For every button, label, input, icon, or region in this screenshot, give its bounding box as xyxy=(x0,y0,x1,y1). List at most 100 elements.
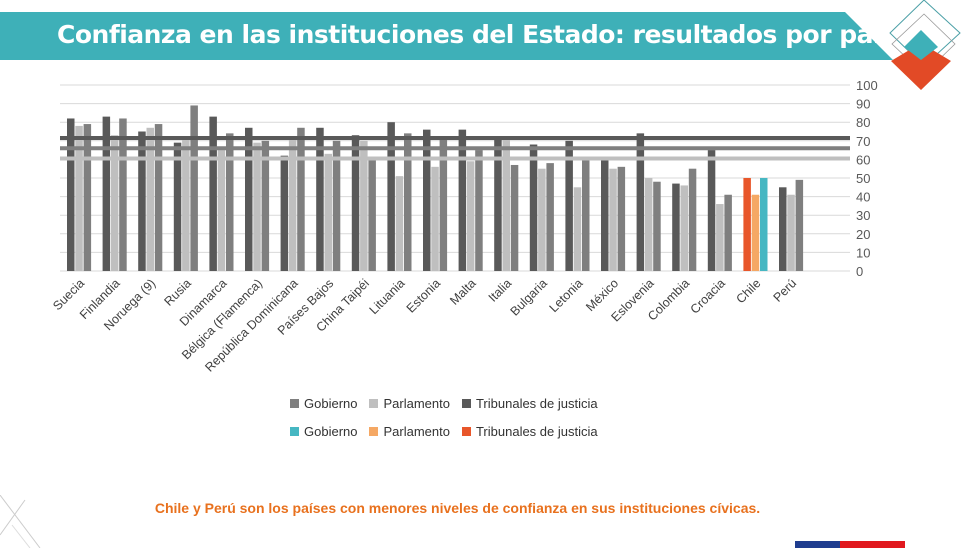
bar-tribunales-de-justicia xyxy=(102,116,111,272)
y-tick-label: 60 xyxy=(856,152,870,167)
bar-parlamento xyxy=(395,176,404,271)
bar-gobierno xyxy=(83,124,92,271)
bar-parlamento xyxy=(146,127,154,271)
legend-item: Tribunales de justicia xyxy=(461,396,598,411)
bar-tribunales-de-justicia xyxy=(636,133,645,271)
bar-gobierno xyxy=(546,163,554,271)
bar-gobierno xyxy=(332,140,341,271)
bar-parlamento xyxy=(573,187,582,271)
y-tick-label: 0 xyxy=(856,264,863,279)
bar-gobierno xyxy=(475,150,483,271)
bar-parlamento xyxy=(324,153,332,271)
bar-tribunales-de-justicia xyxy=(529,144,538,271)
bar-parlamento xyxy=(253,142,261,271)
x-tick-label: Bulgaria xyxy=(508,276,550,318)
bar-gobierno xyxy=(582,159,590,271)
legend-item: Parlamento xyxy=(369,424,450,439)
bar-gobierno xyxy=(510,164,519,271)
bar-tribunales-de-justicia xyxy=(245,127,253,271)
legend-label: Parlamento xyxy=(383,424,450,439)
bar-tribunales-de-justicia xyxy=(209,116,217,272)
y-tick-label: 50 xyxy=(856,171,870,186)
bar-gobierno xyxy=(688,168,697,271)
x-tick-label: Estonia xyxy=(404,276,443,315)
bar-parlamento xyxy=(538,168,546,271)
bar-chart: 0102030405060708090100SueciaFinlandiaNor… xyxy=(50,78,878,375)
bar-parlamento xyxy=(431,166,439,271)
bar-tribunales-de-justicia xyxy=(138,131,146,271)
title-banner xyxy=(0,12,893,60)
legend-swatch xyxy=(461,399,471,408)
bar-parlamento xyxy=(716,204,724,271)
bar-parlamento xyxy=(466,161,475,271)
legend-label: Gobierno xyxy=(304,396,358,411)
legend-row-2: Gobierno Parlamento Tribunales de justicia xyxy=(290,424,598,439)
bar-gobierno xyxy=(795,179,804,271)
y-tick-label: 70 xyxy=(856,134,870,149)
legend-label: Gobierno xyxy=(304,424,358,439)
bar-parlamento xyxy=(182,137,190,271)
bar-parlamento xyxy=(360,140,368,271)
bar-tribunales-de-justicia xyxy=(601,159,609,271)
bar-tribunales-de-justicia xyxy=(494,137,502,271)
bar-gobierno xyxy=(261,140,270,271)
bar-gobierno xyxy=(154,124,163,271)
x-tick-label: Chile xyxy=(733,276,763,306)
bar-tribunales-de-justicia xyxy=(779,187,787,271)
bar-gobierno xyxy=(226,133,234,271)
bar-tribunales-de-justicia xyxy=(707,150,716,271)
bar-parlamento xyxy=(75,125,83,271)
x-tick-label: Italia xyxy=(486,276,515,305)
legend-item: Parlamento xyxy=(369,396,450,411)
bar-parlamento xyxy=(217,150,226,271)
legend-swatch xyxy=(290,399,299,408)
y-tick-label: 10 xyxy=(856,245,870,260)
bar-tribunales-de-justicia xyxy=(351,135,360,271)
bar-parlamento xyxy=(680,185,688,271)
legend-item: Gobierno xyxy=(290,396,357,411)
bar-tribunales-de-justicia xyxy=(423,129,431,271)
legend-item: Tribunales de justicia xyxy=(461,424,598,439)
bar-parlamento xyxy=(787,194,795,271)
flag-bar xyxy=(795,541,905,548)
bar-tribunales-de-justicia xyxy=(458,129,467,271)
corner-lines-icon xyxy=(0,495,41,548)
legend-row-1: Gobierno Parlamento Tribunales de justicia xyxy=(290,396,598,411)
bar-gobierno xyxy=(617,166,626,271)
y-tick-label: 90 xyxy=(856,97,870,112)
page-title: Confianza en las instituciones del Estad… xyxy=(57,20,951,49)
bar-parlamento xyxy=(288,137,297,271)
bar-tribunales-de-justicia xyxy=(173,142,182,271)
y-tick-label: 80 xyxy=(856,115,870,130)
bar-gobierno xyxy=(439,137,448,271)
legend-item: Gobierno xyxy=(290,424,357,439)
bar-parlamento xyxy=(502,137,510,271)
bar-tribunales-de-justicia xyxy=(743,178,751,271)
y-tick-label: 20 xyxy=(856,227,870,242)
legend-swatch xyxy=(461,427,471,436)
bar-gobierno xyxy=(404,133,412,271)
y-tick-label: 30 xyxy=(856,208,870,223)
banner-shape xyxy=(0,12,893,60)
bar-tribunales-de-justicia xyxy=(280,155,289,271)
x-tick-label: Rusia xyxy=(161,276,194,309)
footnote: Chile y Perú son los países con menores … xyxy=(154,500,761,516)
legend-label: Tribunales de justicia xyxy=(475,396,598,411)
logo-diamonds-icon xyxy=(889,0,961,90)
bar-gobierno xyxy=(190,105,198,272)
x-tick-label: Perú xyxy=(771,276,800,305)
legend-swatch xyxy=(369,399,379,408)
bar-tribunales-de-justicia xyxy=(67,118,75,271)
legend-label: Tribunales de justicia xyxy=(475,424,598,439)
bar-gobierno xyxy=(724,194,732,271)
bar-parlamento xyxy=(644,178,653,271)
bar-gobierno xyxy=(760,178,768,271)
bar-gobierno xyxy=(297,127,305,271)
bar-parlamento xyxy=(110,135,119,271)
bar-tribunales-de-justicia xyxy=(672,183,680,271)
x-tick-label: Croacia xyxy=(688,276,728,316)
bar-tribunales-de-justicia xyxy=(316,127,324,271)
legend-label: Parlamento xyxy=(383,396,450,411)
legend-swatch xyxy=(290,427,299,436)
bar-tribunales-de-justicia xyxy=(565,140,573,271)
